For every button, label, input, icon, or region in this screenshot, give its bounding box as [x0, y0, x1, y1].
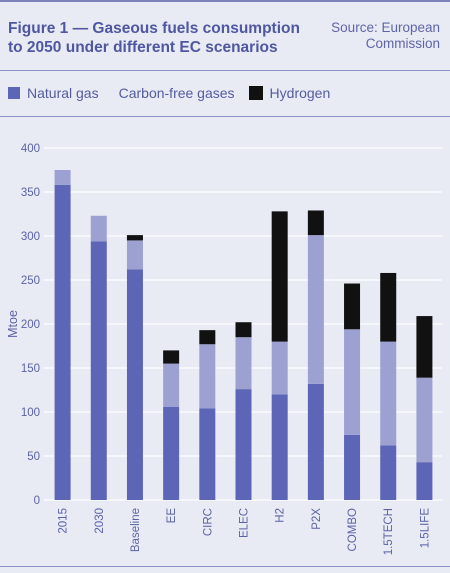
legend-divider	[0, 116, 450, 117]
source-line-1: Source: European	[331, 20, 440, 35]
y-axis-label: Mtoe	[6, 310, 20, 338]
bar-natural-gas-combo	[344, 434, 361, 500]
bar-carbon-free-gases-ee	[163, 363, 180, 407]
y-tick-label-400: 400	[21, 143, 40, 155]
legend-label-hydrogen: Hydrogen	[269, 85, 331, 101]
bar-carbon-free-gases-2015	[54, 170, 71, 185]
x-tick-label-2030: 2030	[94, 508, 106, 534]
bar-hydrogen-15tech	[380, 272, 397, 342]
bar-hydrogen-combo	[344, 283, 361, 330]
bar-natural-gas-2030	[90, 241, 107, 500]
x-tick-label-15tech: 1.5TECH	[383, 508, 395, 555]
chart-legend: Natural gas Carbon-free gases Hydrogen	[8, 84, 344, 102]
legend-swatch-natural-gas	[8, 87, 20, 99]
y-tick-label-50: 50	[27, 451, 40, 463]
legend-item-carbon-free-gases: Carbon-free gases	[119, 85, 235, 101]
legend-label-carbon-free-gases: Carbon-free gases	[118, 85, 235, 101]
figure-title: Figure 1 — Gaseous fuels consumption to …	[8, 19, 308, 57]
x-tick-label-combo: COMBO	[347, 508, 359, 552]
x-tick-label-15life: 1.5LIFE	[419, 508, 431, 549]
bar-carbon-free-gases-circ	[199, 344, 216, 409]
x-tick-label-ee: EE	[166, 508, 178, 524]
y-tick-label-0: 0	[34, 495, 40, 507]
legend-item-natural-gas: Natural gas	[8, 85, 99, 101]
y-tick-label-300: 300	[21, 231, 40, 243]
x-tick-label-p2x: P2X	[311, 508, 323, 530]
bar-hydrogen-15life	[416, 316, 433, 378]
bar-natural-gas-15life	[416, 462, 433, 500]
x-tick-label-baseline: Baseline	[130, 508, 142, 552]
bar-natural-gas-h2	[271, 394, 288, 500]
legend-swatch-hydrogen	[248, 86, 263, 100]
bar-carbon-free-gases-combo	[344, 329, 361, 435]
bar-hydrogen-h2	[271, 211, 288, 342]
bar-natural-gas-p2x	[307, 383, 324, 500]
y-tick-label-100: 100	[21, 407, 40, 419]
bar-hydrogen-baseline	[126, 235, 143, 241]
y-tick-label-200: 200	[21, 319, 40, 331]
bar-carbon-free-gases-15life	[416, 377, 433, 463]
bar-carbon-free-gases-baseline	[126, 240, 143, 270]
footer-divider	[0, 566, 450, 567]
bar-carbon-free-gases-elec	[235, 337, 252, 390]
legend-label-natural-gas: Natural gas	[27, 85, 99, 101]
bar-carbon-free-gases-2030	[90, 215, 107, 242]
y-tick-label-250: 250	[21, 275, 40, 287]
x-tick-label-circ: CIRC	[202, 508, 214, 536]
x-tick-label-elec: ELEC	[239, 508, 251, 538]
figure-title-line-1: Figure 1 — Gaseous fuels consumption	[8, 20, 300, 37]
bar-hydrogen-circ	[199, 330, 216, 345]
x-tick-label-2015: 2015	[58, 508, 70, 534]
bar-hydrogen-p2x	[307, 210, 324, 236]
y-tick-label-350: 350	[21, 187, 40, 199]
bar-natural-gas-elec	[235, 389, 252, 500]
x-tick-label-h2: H2	[275, 508, 287, 523]
bar-carbon-free-gases-h2	[271, 341, 288, 395]
bar-natural-gas-2015	[54, 184, 71, 500]
bar-natural-gas-15tech	[380, 445, 397, 500]
top-rule	[0, 0, 450, 2]
legend-item-hydrogen: Hydrogen	[248, 85, 331, 101]
figure-title-line-2: to 2050 under different EC scenarios	[8, 39, 278, 56]
header-divider	[0, 70, 450, 71]
y-tick-label-150: 150	[21, 363, 40, 375]
bar-natural-gas-baseline	[126, 269, 143, 500]
bar-carbon-free-gases-p2x	[307, 235, 324, 384]
bar-natural-gas-ee	[163, 406, 180, 500]
source-note: Source: European Commission	[300, 20, 440, 52]
bar-hydrogen-ee	[163, 350, 180, 364]
bar-carbon-free-gases-15tech	[380, 341, 397, 446]
source-line-2: Commission	[365, 36, 440, 51]
bar-natural-gas-circ	[199, 408, 216, 500]
bar-hydrogen-elec	[235, 322, 252, 338]
